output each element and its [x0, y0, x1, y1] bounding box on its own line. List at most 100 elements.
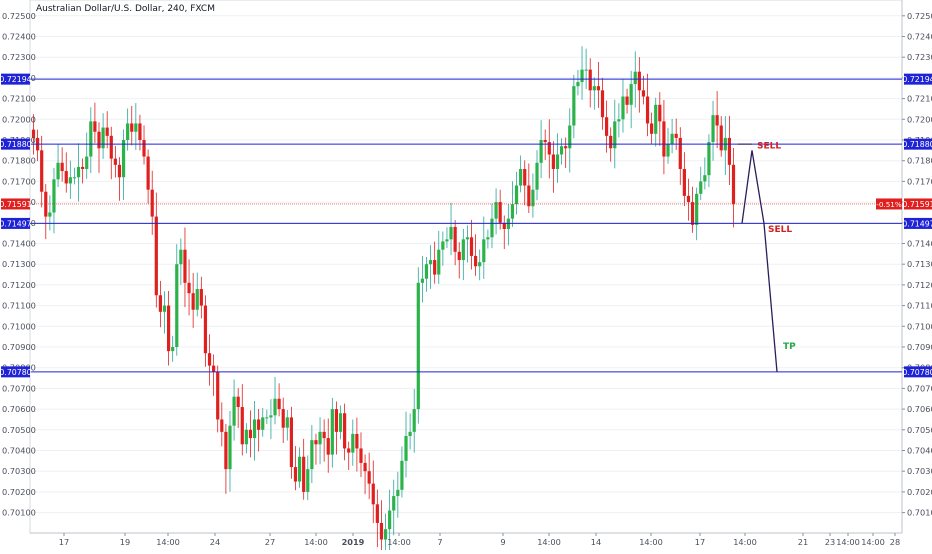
level-label-left-box [1, 217, 30, 229]
candle-body-29 [150, 189, 154, 217]
candle-body-19 [109, 135, 113, 159]
x-tick-label: 14:00 [537, 537, 561, 547]
candle-body-9 [68, 177, 72, 184]
candle-body-109 [478, 262, 482, 267]
annotation-sell-0: SELL [757, 141, 781, 151]
candle-body-73 [330, 409, 334, 455]
candle-body-30 [154, 216, 158, 296]
level-label-right: 0.71880 [902, 140, 932, 149]
y-tick-label-left: 0.72300 [2, 52, 36, 62]
x-tick-label: 17 [59, 537, 69, 547]
candle-body-28 [146, 156, 150, 190]
projection-polyline [741, 150, 778, 372]
candle-body-20 [113, 158, 117, 165]
y-tick-label-left: 0.72100 [2, 94, 36, 104]
candle-body-21 [117, 164, 122, 178]
candle-body-84 [375, 504, 379, 523]
y-tick-label-left: 0.70400 [2, 446, 36, 456]
horizontal-levels [30, 78, 902, 373]
candle-body-152 [654, 104, 658, 134]
candle-body-98 [433, 260, 437, 275]
candle-body-3 [44, 191, 48, 217]
candle-body-57 [265, 417, 269, 419]
candle-body-82 [367, 471, 371, 484]
candle-body-111 [486, 237, 490, 240]
last-price-left-box [1, 198, 30, 210]
candle-body-99 [437, 249, 441, 275]
candle-body-168 [719, 125, 723, 151]
candle-body-65 [297, 456, 302, 482]
y-tick-label-left: 0.71200 [2, 280, 36, 290]
y-tick-label-left: 0.71300 [2, 259, 36, 269]
y-tick-label-left: 0.71700 [2, 176, 36, 186]
candle-body-36 [179, 249, 183, 265]
candle-body-94 [416, 282, 420, 410]
projection-path [738, 143, 778, 372]
candle-body-163 [699, 181, 703, 194]
candle-body-126 [547, 142, 551, 155]
candle-body-122 [531, 189, 535, 207]
candle-body-37 [183, 249, 187, 283]
y-tick-label-left: 0.70300 [2, 466, 36, 476]
y-tick-label: 0.70500 [907, 425, 932, 435]
candle-body-96 [424, 264, 429, 279]
candle-body-145 [625, 96, 629, 105]
candle-body-129 [559, 146, 564, 155]
candle-body-39 [191, 293, 195, 310]
y-tick-label: 0.71700 [907, 176, 932, 186]
level-label-right: 0.72194 [902, 75, 932, 84]
candle-body-71 [322, 431, 326, 439]
y-tick-label-left: 0.70600 [2, 404, 36, 414]
level-label-left: 0.72194 [0, 75, 32, 84]
candle-body-62 [285, 417, 289, 428]
level-label-left: 0.71880 [0, 140, 32, 149]
candle-body-50 [236, 396, 240, 408]
candle-body-87 [388, 510, 392, 530]
candle-body-151 [650, 123, 654, 134]
candle-body-5 [52, 179, 56, 213]
candle-body-38 [187, 282, 191, 294]
x-tick-label: 24 [210, 537, 220, 547]
candle-body-128 [555, 154, 560, 169]
y-tick-label-left: 0.70900 [2, 342, 36, 352]
y-tick-label-left: 0.70200 [2, 487, 36, 497]
candle-body-68 [310, 440, 314, 470]
candle-body-101 [445, 239, 449, 242]
candle-body-130 [564, 146, 568, 149]
y-tick-label-left: 0.71400 [2, 239, 36, 249]
candle-body-159 [682, 168, 686, 196]
candle-body-127 [551, 154, 555, 169]
candle-body-157 [674, 133, 678, 138]
candle-body-59 [273, 398, 277, 416]
candle-body-125 [543, 140, 547, 143]
candle-body-100 [441, 241, 445, 250]
candle-body-47 [224, 431, 228, 470]
symbol-title: Australian Dollar/U.S. Dollar, 240, FXCM [36, 4, 215, 14]
candle-body-40 [195, 289, 199, 310]
level-label-right-box [904, 138, 932, 150]
candle-body-142 [613, 121, 617, 149]
y-tick-label: 0.72300 [907, 52, 932, 62]
candle-body-72 [326, 438, 330, 455]
candle-body-149 [641, 90, 646, 97]
level-labels: 0.72194 0.72194 0.71880 0.71880 0.71497 0.714… [0, 73, 932, 378]
y-tick-label-left: 0.71100 [2, 301, 36, 311]
candle-body-167 [715, 115, 719, 126]
x-tick-label: 19 [120, 537, 130, 547]
candle-body-32 [162, 305, 167, 312]
x-tick-label: 14:00 [639, 537, 663, 547]
candle-body-112 [490, 218, 494, 238]
candle-body-74 [334, 409, 339, 432]
x-tick-label: 2019 [342, 537, 365, 547]
x-tick-label: 9 [500, 537, 505, 547]
y-tick-label: 0.72100 [907, 94, 932, 104]
candle-body-107 [469, 237, 474, 256]
candle-body-22 [121, 140, 126, 178]
candle-body-123 [535, 162, 539, 190]
x-tick-label: 17 [695, 537, 705, 547]
candle-body-140 [604, 117, 609, 136]
candle-body-156 [670, 133, 674, 145]
candle-body-131 [568, 125, 572, 149]
